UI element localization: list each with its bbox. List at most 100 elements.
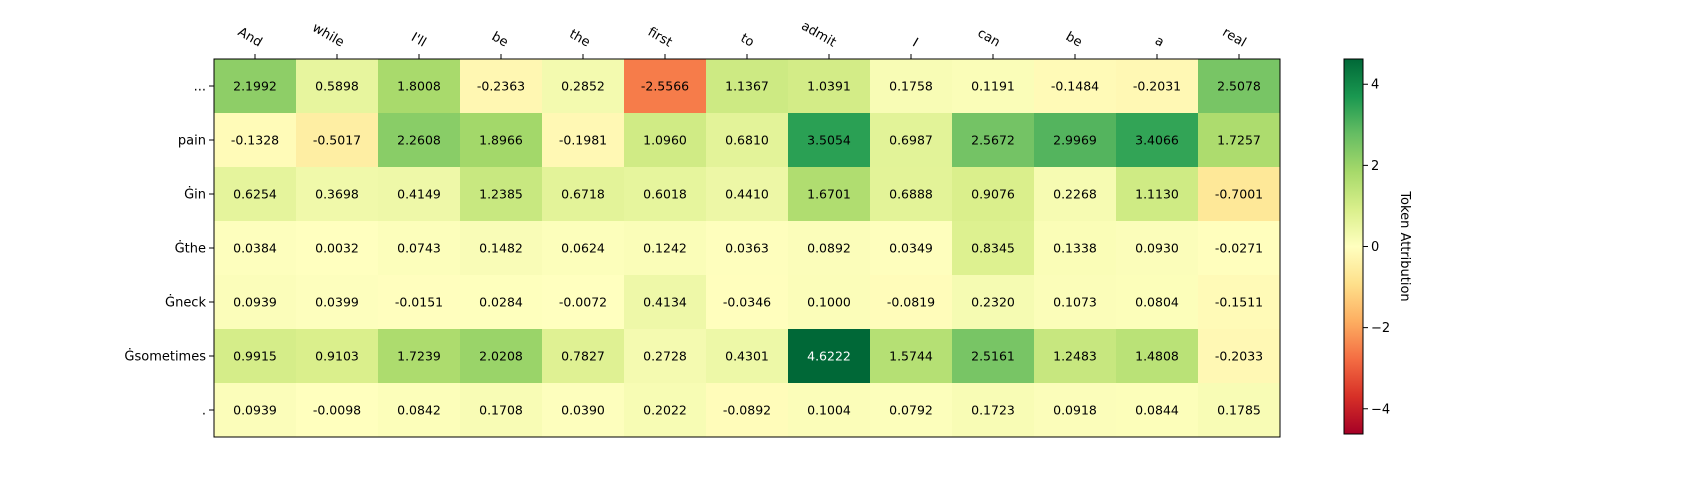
cell-value-label: 1.1367 [725,79,769,94]
cell-value-label: 2.9969 [1053,133,1097,148]
x-tick-label: to [738,31,757,51]
cell-value-label: 0.1482 [479,241,523,256]
heatmap-cell [214,221,296,275]
heatmap-cell [296,59,378,113]
x-tick-label: real [1220,25,1249,50]
cell-value-label: 0.3698 [315,187,359,202]
x-tick-label: first [645,25,675,51]
heatmap-cell [542,275,624,329]
cell-value-label: 3.4066 [1135,133,1179,148]
cell-value-label: 0.4301 [725,349,769,364]
cell-value-label: -0.1981 [559,133,607,148]
colorbar-tick-label: −4 [1371,402,1390,417]
heatmap-cell [378,275,460,329]
y-tick-label: Ġneck [165,294,206,311]
heatmap-cell [1116,275,1198,329]
cell-value-label: 0.2268 [1053,187,1097,202]
cell-value-label: 0.4410 [725,187,769,202]
heatmap-cell [870,221,952,275]
y-tick-label: . [202,404,206,419]
cell-value-label: 0.0842 [397,403,441,418]
cell-value-label: 0.9915 [233,349,277,364]
heatmap-cell [706,59,788,113]
heatmap-cell [870,275,952,329]
heatmap-cell [870,329,952,383]
cell-value-label: -0.2033 [1215,349,1263,364]
heatmap-cell [788,113,870,167]
cell-value-label: -0.0098 [313,403,361,418]
heatmap-cell [1198,329,1280,383]
cell-value-label: 0.5898 [315,79,359,94]
cell-value-label: 0.2022 [643,403,687,418]
cell-value-label: -0.1484 [1051,79,1099,94]
cell-value-label: -0.2363 [477,79,525,94]
cell-value-label: 0.0390 [561,403,605,418]
heatmap-cell [1198,383,1280,437]
cell-value-label: 0.0349 [889,241,933,256]
heatmap-cell [624,383,706,437]
cell-value-label: 2.2608 [397,133,441,148]
cell-value-label: -0.5017 [313,133,361,148]
heatmap-cell [378,167,460,221]
cell-value-label: 0.0892 [807,241,851,256]
cell-value-label: 0.0804 [1135,295,1179,310]
x-tick-label: can [975,26,1003,51]
y-tick-label: ... [194,80,206,95]
heatmap-cell [1034,383,1116,437]
cell-value-label: -0.0151 [395,295,443,310]
y-tick-label: Ġin [184,186,206,203]
cell-value-label: 0.1708 [479,403,523,418]
heatmap-cell [460,383,542,437]
heatmap-cell [1034,221,1116,275]
y-tick-label: pain [178,134,206,149]
x-tick-label: I [910,36,921,51]
heatmap-cell [460,113,542,167]
cell-value-label: -0.0072 [559,295,607,310]
heatmap-cell [1034,113,1116,167]
heatmap-cell [542,221,624,275]
cell-value-label: -2.5566 [641,79,689,94]
cell-value-label: 2.0208 [479,349,523,364]
heatmap-cell [952,59,1034,113]
cell-value-label: 0.8345 [971,241,1015,256]
heatmap-cell [214,383,296,437]
heatmap-cell [706,167,788,221]
colorbar-tick-label: 0 [1371,240,1379,255]
cell-value-label: 0.6018 [643,187,687,202]
cell-value-label: -0.7001 [1215,187,1263,202]
heatmap-cell [1034,167,1116,221]
heatmap-cell [624,221,706,275]
heatmap-cell [788,221,870,275]
heatmap-cell [624,275,706,329]
cell-value-label: 0.1338 [1053,241,1097,256]
heatmap-cell [706,329,788,383]
colorbar-tick-label: −2 [1371,321,1390,336]
heatmap-cells: 2.1992 0.5898 1.8008 -0.2363 0.2852 -2.5566 1.… [214,59,1280,437]
cell-value-label: 1.7239 [397,349,441,364]
cell-value-label: 0.2728 [643,349,687,364]
heatmap-cell [1116,59,1198,113]
heatmap-cell [952,221,1034,275]
cell-value-label: 0.1758 [889,79,933,94]
heatmap-cell [952,329,1034,383]
colorbar-gradient [1343,58,1364,435]
heatmap-cell [296,221,378,275]
heatmap-cell [378,329,460,383]
heatmap-cell [1198,167,1280,221]
cell-value-label: 0.9076 [971,187,1015,202]
heatmap-cell [460,329,542,383]
cell-value-label: 0.0743 [397,241,441,256]
cell-value-label: 0.9103 [315,349,359,364]
x-tick-label: be [1063,29,1085,50]
heatmap-cell [378,113,460,167]
heatmap-cell [214,275,296,329]
heatmap-cell [378,383,460,437]
cell-value-label: -0.0892 [723,403,771,418]
heatmap-cell [1116,113,1198,167]
cell-value-label: 2.5161 [971,349,1015,364]
cell-value-label: 0.6254 [233,187,277,202]
cell-value-label: 3.5054 [807,133,851,148]
colorbar-label: Token Attribution [1397,190,1412,301]
heatmap-cell [460,167,542,221]
cell-value-label: 1.4808 [1135,349,1179,364]
